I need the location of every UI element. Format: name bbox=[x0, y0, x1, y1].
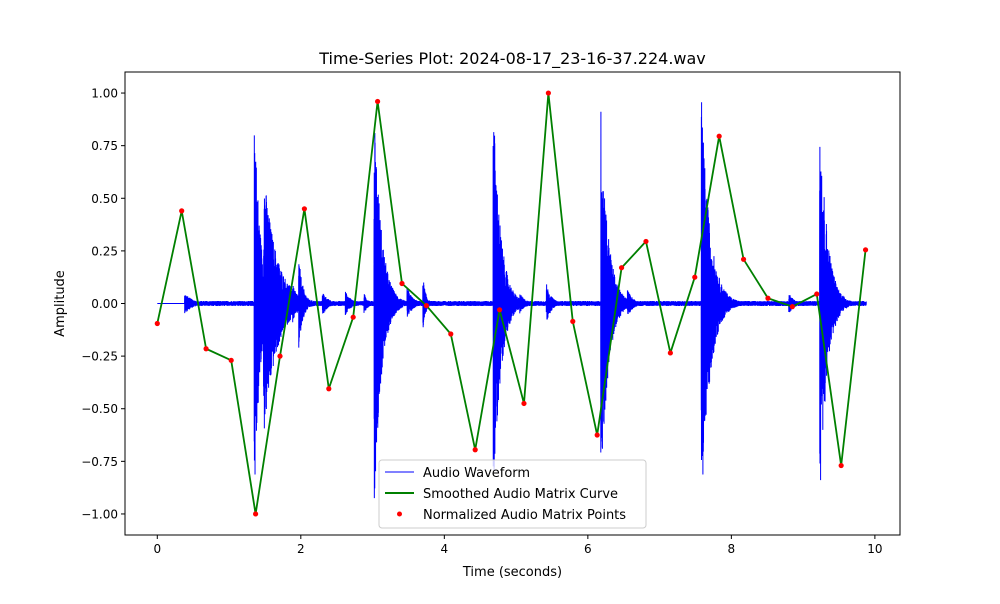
x-tick-label: 2 bbox=[297, 542, 305, 556]
legend-label-smoothed-curve: Smoothed Audio Matrix Curve bbox=[423, 487, 618, 502]
matrix-point bbox=[545, 90, 551, 96]
x-axis-label: Time (seconds) bbox=[462, 565, 562, 580]
y-tick-label: 1.00 bbox=[91, 87, 118, 101]
y-tick-label: 0.50 bbox=[91, 192, 118, 206]
matrix-point bbox=[350, 314, 356, 320]
matrix-point bbox=[814, 291, 820, 297]
legend-label-matrix-points: Normalized Audio Matrix Points bbox=[423, 508, 626, 523]
matrix-point bbox=[716, 133, 722, 139]
legend-label-waveform: Audio Waveform bbox=[423, 466, 530, 481]
matrix-point bbox=[301, 206, 307, 212]
matrix-point bbox=[423, 303, 429, 309]
plot-area bbox=[124, 71, 901, 536]
matrix-point bbox=[179, 208, 185, 214]
legend-swatch-matrix-points bbox=[397, 511, 402, 517]
matrix-point bbox=[667, 350, 673, 356]
audio-waveform-line bbox=[157, 102, 867, 499]
matrix-point bbox=[862, 247, 869, 253]
matrix-point bbox=[228, 357, 234, 363]
matrix-point bbox=[154, 320, 160, 327]
chart-title: Time-Series Plot: 2024-08-17_23-16-37.22… bbox=[318, 49, 706, 69]
x-tick-label: 6 bbox=[584, 542, 592, 556]
audio-waveform-layer bbox=[157, 102, 867, 499]
y-tick-label: 0.25 bbox=[91, 244, 118, 258]
matrix-point bbox=[765, 295, 771, 301]
matrix-point bbox=[521, 400, 527, 407]
x-tick-label: 4 bbox=[441, 542, 449, 556]
matrix-point bbox=[789, 304, 795, 310]
y-tick-label: 0.00 bbox=[91, 297, 118, 311]
y-tick-label: −0.50 bbox=[81, 402, 118, 416]
matrix-point bbox=[692, 274, 698, 280]
y-tick-label: −0.75 bbox=[81, 455, 118, 469]
matrix-point bbox=[594, 432, 600, 438]
matrix-point bbox=[253, 511, 259, 517]
matrix-point bbox=[570, 318, 576, 324]
matrix-point bbox=[277, 353, 283, 359]
y-tick-label: −0.25 bbox=[81, 350, 118, 364]
matrix-point bbox=[618, 265, 625, 271]
x-tick-label: 0 bbox=[153, 542, 161, 556]
matrix-point bbox=[374, 98, 381, 105]
y-tick-label: −1.00 bbox=[81, 507, 118, 521]
matrix-point bbox=[399, 280, 405, 287]
y-axis-label: Amplitude bbox=[53, 270, 68, 337]
matrix-point bbox=[448, 331, 454, 337]
y-axis: −1.00 −0.75 −0.50 −0.25 0.00 0.25 0.50 0.75 1.00 bbox=[81, 87, 125, 521]
matrix-point bbox=[838, 462, 844, 469]
x-tick-label: 8 bbox=[728, 542, 736, 556]
matrix-point bbox=[203, 346, 209, 352]
matrix-point bbox=[496, 307, 503, 313]
matrix-points-layer bbox=[154, 90, 869, 517]
matrix-point bbox=[326, 386, 332, 392]
smoothed-curve-layer bbox=[156, 92, 867, 515]
x-axis: 0 2 4 6 8 10 bbox=[153, 535, 883, 556]
x-tick-label: 10 bbox=[867, 542, 882, 556]
matrix-point bbox=[472, 447, 478, 453]
matrix-point bbox=[740, 256, 747, 262]
legend-box bbox=[378, 459, 647, 529]
legend: Audio Waveform Smoothed Audio Matrix Cur… bbox=[378, 459, 647, 529]
matrix-point bbox=[643, 238, 649, 245]
smoothed-curve-line bbox=[156, 92, 867, 515]
y-tick-label: 0.75 bbox=[91, 139, 118, 153]
